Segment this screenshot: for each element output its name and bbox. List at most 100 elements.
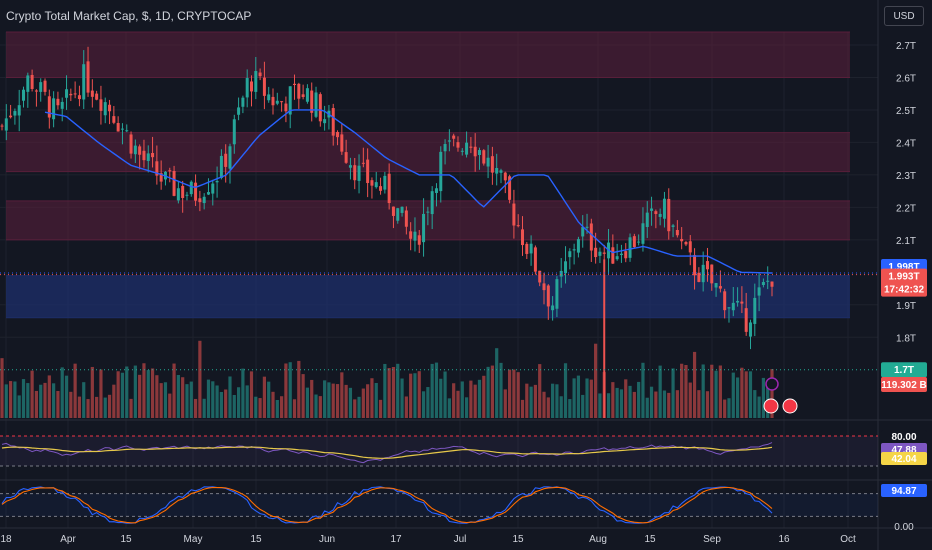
volume-bar: [348, 387, 353, 418]
volume-bar: [344, 384, 348, 418]
candle-body: [693, 255, 697, 276]
candle-body: [310, 90, 314, 113]
candle-body: [761, 282, 765, 285]
currency-button[interactable]: USD: [884, 6, 924, 26]
candle-body: [705, 261, 709, 270]
volume-bar: [740, 367, 744, 418]
candle-body: [176, 188, 180, 201]
price-tag-label: 1.998T: [888, 262, 919, 273]
volume-bar: [228, 376, 232, 418]
candle-body: [228, 146, 232, 169]
candle-body: [293, 83, 297, 85]
volume-bar: [142, 363, 146, 418]
event-markers[interactable]: [763, 377, 798, 414]
volume-bar: [262, 376, 267, 418]
candle-body: [770, 281, 774, 287]
volume-bar: [297, 360, 301, 418]
candle-body: [30, 74, 34, 89]
volume-bar: [125, 366, 129, 418]
volume-bar: [533, 384, 538, 418]
volume-bar: [327, 382, 331, 418]
volume-bar: [637, 381, 641, 418]
candle-body: [434, 188, 438, 193]
candle-body: [108, 104, 112, 112]
volume-bar: [512, 369, 516, 418]
volume-bar: [473, 384, 477, 418]
lightning-event-icon[interactable]: [765, 377, 779, 391]
volume-bar: [103, 397, 107, 418]
candles: [0, 46, 774, 418]
x-tick-label: Jul: [454, 534, 467, 545]
candle-body: [572, 249, 576, 251]
volume-bar: [516, 372, 520, 418]
volume-bar: [176, 375, 180, 418]
candle-body: [551, 305, 555, 311]
candle-body: [211, 183, 215, 194]
volume-bar: [271, 391, 275, 418]
candle-body: [387, 173, 391, 204]
volume-bar: [443, 371, 447, 418]
volume-bar: [245, 385, 249, 418]
candle-body: [366, 159, 370, 184]
volume-bar: [284, 363, 288, 418]
candle-body: [314, 92, 318, 117]
volume-bar: [421, 391, 426, 418]
volume-bar: [340, 372, 344, 418]
us-flag-event-icon[interactable]: [782, 398, 798, 414]
candle-body: [542, 283, 546, 291]
candle-body: [65, 89, 69, 98]
candle-body: [146, 153, 150, 161]
volume-bar: [95, 396, 99, 418]
candle-body: [348, 165, 352, 168]
x-tick-label: Jun: [319, 534, 335, 545]
volume-bar: [469, 380, 473, 418]
candle-body: [39, 82, 43, 92]
candle-body: [331, 108, 335, 136]
volume-bar: [452, 383, 456, 418]
volume-bar: [181, 377, 185, 418]
volume-bar: [615, 387, 619, 418]
candle-body: [34, 90, 38, 92]
y-tick-label: 2.3T: [896, 171, 916, 182]
candle-body: [477, 150, 481, 156]
volume-bar: [202, 398, 206, 418]
candle-body: [662, 198, 666, 219]
volume-bar: [529, 386, 533, 418]
volume-bar: [193, 398, 198, 418]
candle-body: [323, 119, 327, 124]
candle-body: [658, 213, 662, 217]
candle-body: [568, 251, 572, 258]
x-tick-label: 15: [512, 534, 524, 545]
volume-bar: [701, 364, 705, 418]
candle-body: [525, 243, 529, 254]
candle-body: [189, 181, 193, 195]
x-tick-label: Aug: [589, 534, 607, 545]
candle-body: [237, 107, 241, 115]
us-flag-event-icon[interactable]: [763, 398, 779, 414]
candle-body: [439, 151, 443, 192]
candle-body: [495, 167, 499, 174]
candle-body: [697, 272, 701, 282]
volume-bar: [150, 368, 155, 418]
candle-body: [400, 206, 404, 213]
volume-bar: [120, 372, 125, 418]
candle-body: [181, 185, 185, 198]
candle-body: [473, 146, 477, 157]
rsi-tag-label: 80.00: [891, 432, 916, 443]
volume-bar: [606, 393, 611, 418]
candle-body: [249, 81, 253, 92]
volume-bar: [163, 382, 168, 418]
volume-bar: [168, 393, 172, 418]
volume-bar: [396, 363, 400, 418]
candle-body: [740, 301, 744, 304]
volume-bar: [107, 394, 112, 418]
volume-bars: [0, 340, 774, 418]
volume-bar: [464, 397, 469, 418]
volume-bar: [21, 379, 26, 418]
candle-body: [82, 64, 86, 100]
volume-bar: [727, 398, 731, 418]
volume-bar: [189, 381, 193, 418]
candle-body: [585, 226, 589, 228]
